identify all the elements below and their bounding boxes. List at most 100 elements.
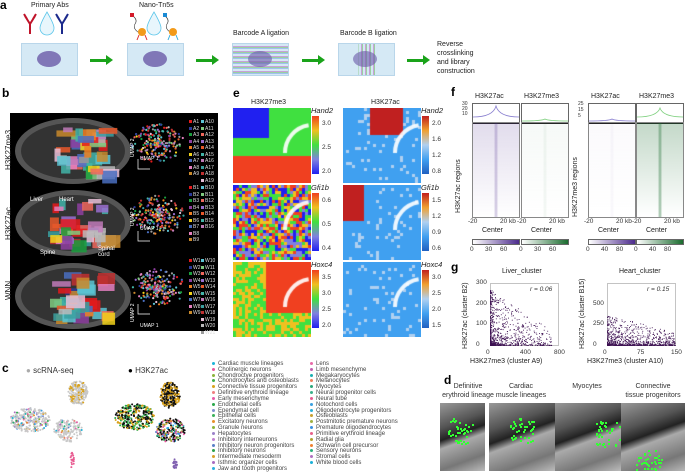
legend-label: A12 <box>205 132 214 138</box>
umap-point <box>161 439 163 441</box>
umap-point <box>164 196 166 198</box>
embryo-icon <box>37 51 61 67</box>
umap-point <box>63 432 65 434</box>
scatter-point <box>493 314 494 315</box>
umap-point <box>151 203 153 205</box>
scatter-point <box>630 344 631 345</box>
scatter-point <box>526 332 527 333</box>
scatter-point <box>623 342 624 343</box>
legend-label: A19 <box>205 178 214 184</box>
scatter-point <box>631 325 632 326</box>
legend-item: W3 <box>189 271 201 277</box>
scatter-point <box>515 341 516 342</box>
umap-point <box>156 220 158 222</box>
umap-point <box>176 216 178 218</box>
umap-point <box>183 429 185 431</box>
scatter-point <box>618 331 619 332</box>
scatter-point <box>508 308 509 309</box>
umap-point <box>162 424 164 426</box>
umap-point <box>78 385 80 387</box>
legend-swatch <box>189 140 192 143</box>
legend-dot <box>310 403 313 406</box>
umap-point <box>164 393 166 395</box>
umap-point <box>79 431 81 433</box>
profile-plot <box>588 103 636 124</box>
cell-marker <box>647 468 649 470</box>
umap-point <box>166 396 168 398</box>
scatter-point <box>547 344 548 345</box>
scatter-point <box>639 339 640 340</box>
umap-point <box>145 408 147 410</box>
scatter-point <box>540 343 541 344</box>
umap-point <box>20 416 22 418</box>
legend-swatch <box>201 133 204 136</box>
umap-point <box>168 292 170 294</box>
legend-label: A5 <box>193 145 199 151</box>
scatter-point <box>529 334 530 335</box>
scatter-point <box>653 334 654 335</box>
tissue-image <box>489 403 555 471</box>
scatter-point <box>518 329 519 330</box>
cell-marker <box>655 463 657 465</box>
umap-point <box>45 413 47 415</box>
umap-point <box>177 439 179 441</box>
x-tick: -20 <box>632 218 641 225</box>
umap-point <box>149 408 151 410</box>
scatter-point <box>659 343 660 344</box>
umap-point <box>176 222 178 224</box>
umap-point <box>137 414 139 416</box>
scatter-point <box>622 344 623 345</box>
cell-marker <box>599 426 601 428</box>
cell-marker <box>658 455 660 457</box>
arrow-icon <box>407 59 424 62</box>
umap-point <box>153 291 155 293</box>
umap-point <box>122 410 124 412</box>
colorbar <box>312 193 319 251</box>
legend-item: A13 <box>201 139 214 145</box>
umap-point <box>74 384 76 386</box>
scatter-point <box>495 344 496 345</box>
scatter-point <box>541 342 542 343</box>
scatter-point <box>491 330 492 331</box>
cell-marker <box>605 422 607 424</box>
x-tick: 75 <box>637 349 644 356</box>
scatter-point <box>518 343 519 344</box>
legend-swatch <box>189 225 192 228</box>
umap-point <box>69 424 71 426</box>
cluster-region <box>57 156 70 166</box>
scatter-point <box>516 330 517 331</box>
scatter-point <box>530 330 531 331</box>
scatter-point <box>669 336 670 337</box>
scatter-point <box>654 338 655 339</box>
scatter-point <box>498 335 499 336</box>
umap-point <box>170 208 172 210</box>
scatter-point <box>635 337 636 338</box>
scatter-point <box>495 298 496 299</box>
scatter-point <box>490 332 491 333</box>
legend-item: B2 <box>189 192 199 198</box>
scatter-point <box>492 295 493 296</box>
scatter-point <box>507 308 508 309</box>
scatter-point <box>519 319 520 320</box>
scatter-point <box>619 337 620 338</box>
scatter-point <box>652 327 653 328</box>
scatter-point <box>522 337 523 338</box>
umap-point <box>125 405 127 407</box>
scatter-point <box>632 322 633 323</box>
umap-point <box>75 381 77 383</box>
scatter-point <box>496 312 497 313</box>
umap-point <box>71 393 73 395</box>
scatter-point <box>644 342 645 343</box>
scatter-point <box>635 343 636 344</box>
scatter-point <box>508 318 509 319</box>
cell-marker <box>660 462 662 464</box>
umap-point <box>171 401 173 403</box>
umap-point <box>166 221 168 223</box>
scatter-point <box>492 290 493 291</box>
cell-marker <box>608 443 610 445</box>
scatter-point <box>637 339 638 340</box>
spatial-cluster-maps <box>10 113 218 331</box>
scatter-point <box>501 309 502 310</box>
umap-point <box>164 225 166 227</box>
